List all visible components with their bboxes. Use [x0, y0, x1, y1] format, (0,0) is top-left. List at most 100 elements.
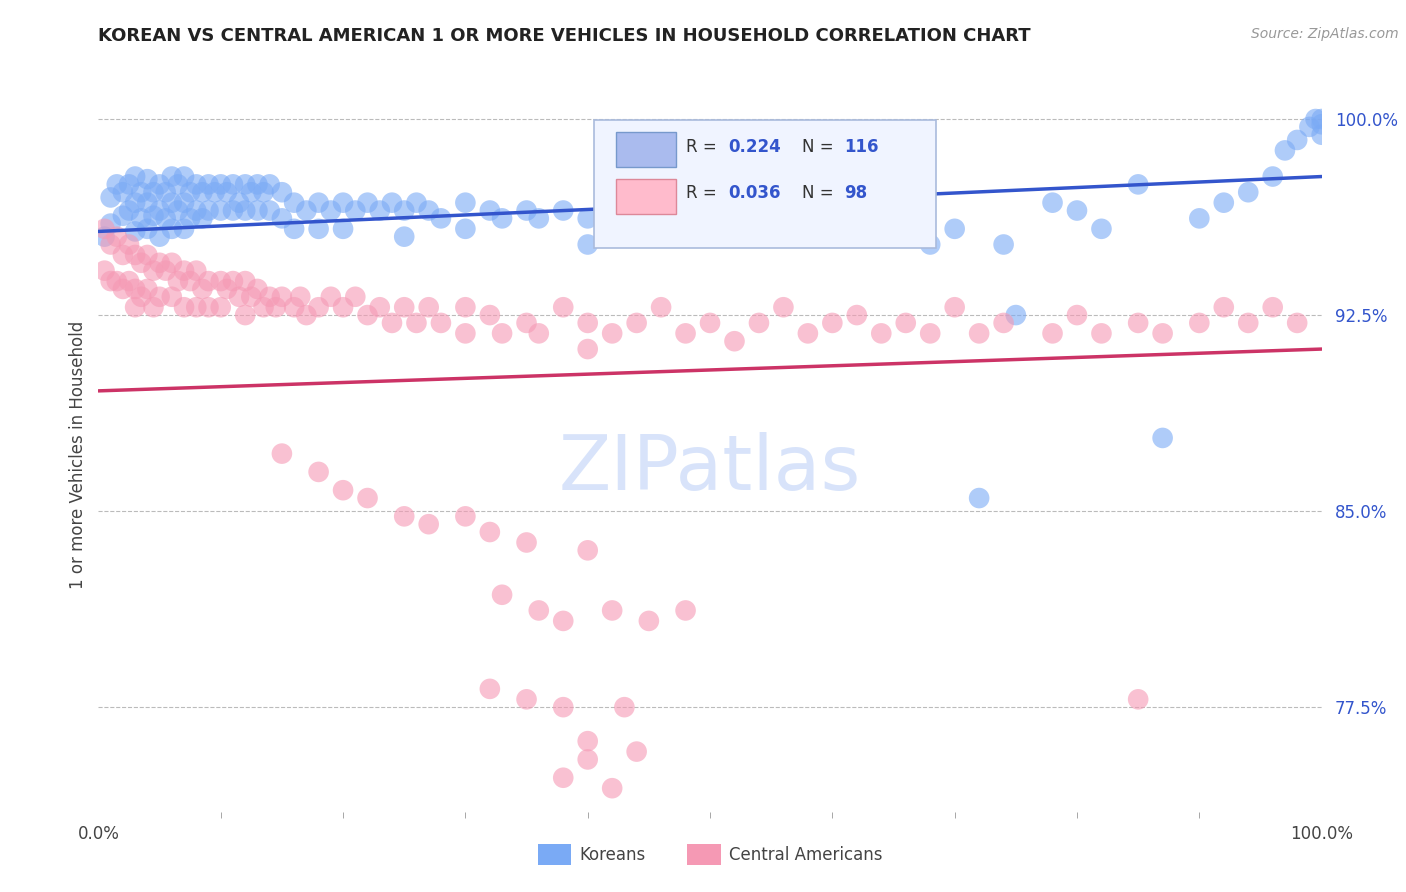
Point — [173, 300, 195, 314]
Point — [920, 326, 942, 341]
Point — [142, 300, 165, 314]
Point — [124, 248, 146, 262]
Point — [1004, 308, 1026, 322]
Point — [943, 300, 966, 314]
Point — [209, 203, 232, 218]
Point — [576, 237, 599, 252]
Point — [699, 203, 721, 218]
Point — [600, 326, 623, 341]
Text: R =: R = — [686, 184, 721, 202]
Point — [356, 491, 378, 505]
Point — [1128, 178, 1150, 192]
Point — [160, 169, 183, 184]
Point — [111, 185, 134, 199]
Point — [553, 771, 575, 785]
Point — [222, 178, 245, 192]
Point — [454, 509, 477, 524]
Point — [1305, 112, 1327, 126]
Point — [797, 211, 820, 226]
Point — [478, 524, 501, 539]
Point — [186, 203, 208, 218]
Point — [1310, 128, 1333, 142]
Point — [295, 203, 318, 218]
Point — [1310, 117, 1333, 131]
Point — [1237, 316, 1260, 330]
Point — [1188, 316, 1211, 330]
Point — [155, 263, 177, 277]
Point — [1286, 133, 1309, 147]
FancyBboxPatch shape — [616, 178, 676, 214]
Point — [136, 222, 159, 236]
Point — [454, 195, 477, 210]
Point — [344, 203, 367, 218]
Point — [1212, 195, 1234, 210]
Text: R =: R = — [686, 137, 721, 155]
Point — [626, 316, 648, 330]
Point — [100, 237, 122, 252]
Point — [797, 326, 820, 341]
Point — [1066, 203, 1088, 218]
Point — [1152, 326, 1174, 341]
Point — [173, 169, 195, 184]
Point — [136, 172, 159, 186]
Point — [209, 274, 232, 288]
Point — [576, 316, 599, 330]
Text: ZIPatlas: ZIPatlas — [558, 433, 862, 506]
Point — [308, 195, 330, 210]
Point — [129, 185, 152, 199]
Point — [894, 316, 917, 330]
Point — [491, 326, 513, 341]
Point — [600, 203, 623, 218]
Point — [527, 326, 550, 341]
Point — [920, 237, 942, 252]
Point — [356, 195, 378, 210]
Point — [149, 203, 172, 218]
Y-axis label: 1 or more Vehicles in Household: 1 or more Vehicles in Household — [69, 321, 87, 589]
Text: 0.224: 0.224 — [728, 137, 782, 155]
Point — [136, 282, 159, 296]
Point — [240, 185, 263, 199]
Point — [478, 203, 501, 218]
Point — [240, 290, 263, 304]
Point — [124, 195, 146, 210]
Point — [155, 185, 177, 199]
Point — [675, 603, 697, 617]
Point — [246, 203, 269, 218]
Point — [943, 222, 966, 236]
Point — [167, 178, 190, 192]
Point — [478, 681, 501, 696]
Point — [675, 326, 697, 341]
Point — [368, 203, 391, 218]
Point — [368, 300, 391, 314]
Point — [173, 222, 195, 236]
Point — [748, 222, 770, 236]
Point — [160, 195, 183, 210]
Text: N =: N = — [801, 137, 838, 155]
Point — [233, 274, 256, 288]
Point — [215, 282, 238, 296]
Point — [215, 185, 238, 199]
Point — [222, 274, 245, 288]
Point — [454, 300, 477, 314]
Point — [179, 274, 201, 288]
Point — [1090, 326, 1112, 341]
Point — [270, 447, 294, 461]
Point — [600, 781, 623, 796]
Point — [233, 203, 256, 218]
Point — [1042, 195, 1064, 210]
FancyBboxPatch shape — [593, 120, 936, 248]
Point — [515, 316, 537, 330]
Point — [129, 211, 152, 226]
Point — [100, 190, 122, 204]
Point — [332, 195, 354, 210]
Point — [650, 203, 672, 218]
Point — [1286, 316, 1309, 330]
Text: N =: N = — [801, 184, 838, 202]
Text: 116: 116 — [845, 137, 879, 155]
Point — [626, 211, 648, 226]
Point — [160, 256, 183, 270]
Point — [1298, 120, 1320, 134]
Point — [160, 290, 183, 304]
Point — [993, 237, 1015, 252]
Point — [149, 229, 172, 244]
